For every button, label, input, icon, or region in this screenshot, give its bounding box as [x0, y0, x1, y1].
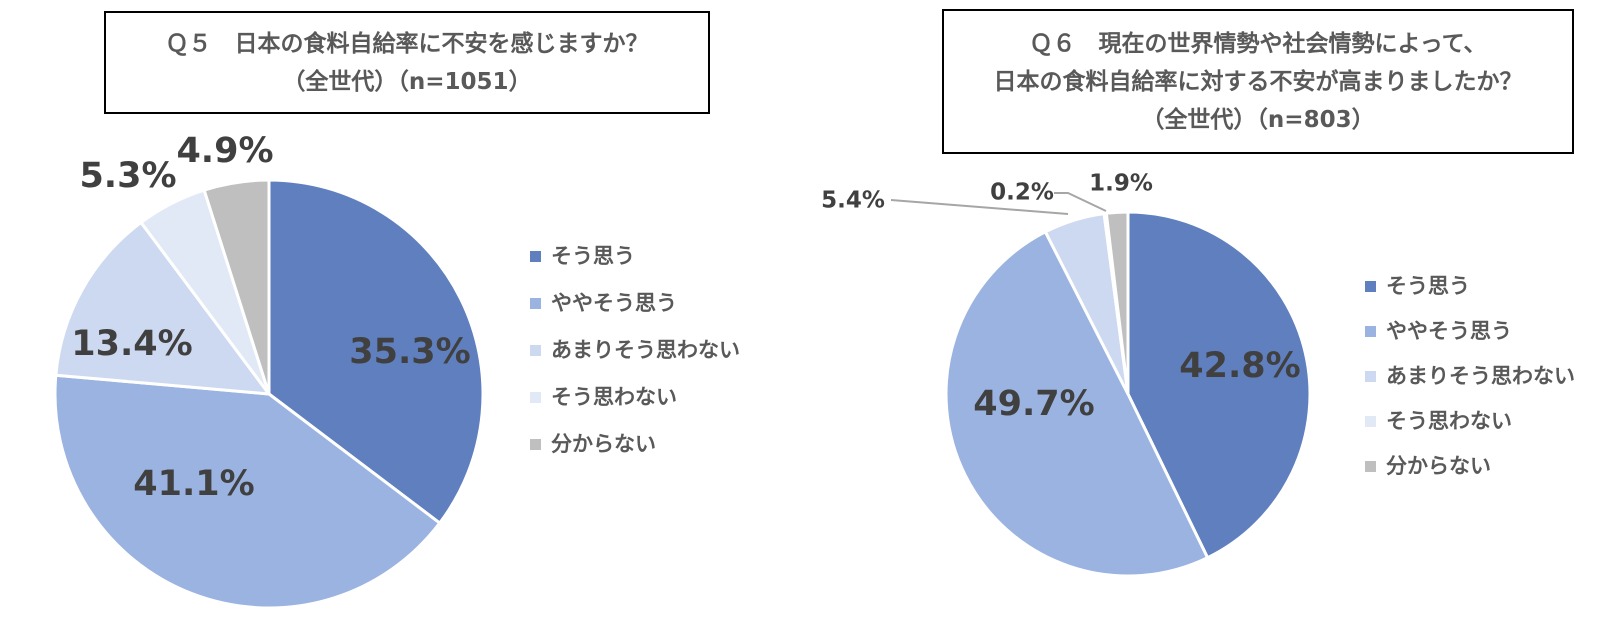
q6-data-label-5: 1.9% — [1089, 171, 1153, 197]
q5-title-box: Ｑ５ 日本の食料自給率に不安を感じますか？ （全世代）（n=1051） — [104, 11, 710, 114]
q6-legend-label-3: あまりそう思わない — [1386, 364, 1575, 388]
q5-legend-swatch-4 — [530, 392, 541, 403]
q6-title-line-1: Ｑ６ 現在の世界情勢や社会情勢によって、 — [1029, 30, 1487, 57]
q6-title-line-2: 日本の食料自給率に対する不安が高まりましたか？ — [993, 68, 1523, 95]
q5-pie-slice-5 — [202, 178, 271, 396]
q5-pie-slice-3 — [54, 220, 271, 396]
q6-legend-label-4: そう思わない — [1386, 409, 1512, 433]
q5-data-label-3: 13.4% — [71, 324, 192, 364]
q5-legend-swatch-1 — [530, 251, 541, 262]
q6-pie-slice-2 — [944, 230, 1210, 578]
q6-pie-slice-5 — [1104, 210, 1130, 396]
q5-pie-slice-1 — [267, 178, 485, 525]
q6-data-label-4: 0.2% — [990, 180, 1054, 206]
q5-data-label-5: 4.9% — [176, 131, 273, 171]
q5-title-line-1: Ｑ５ 日本の食料自給率に不安を感じますか？ — [165, 30, 649, 57]
q6-legend-swatch-1 — [1365, 281, 1376, 292]
q6-data-label-3: 5.4% — [821, 188, 885, 214]
q5-legend-label-5: 分からない — [551, 432, 656, 456]
q6-pie-slice-1 — [1126, 210, 1312, 560]
q5-legend-swatch-2 — [530, 298, 541, 309]
q5-data-label-1: 35.3% — [349, 332, 470, 372]
q5-data-label-4: 5.3% — [79, 156, 176, 196]
q5-data-label-2: 41.1% — [133, 464, 254, 504]
q6-legend-label-5: 分からない — [1386, 454, 1491, 478]
q6-legend-swatch-2 — [1365, 326, 1376, 337]
q5-pie-slice-2 — [53, 373, 442, 610]
q6-legend-swatch-3 — [1365, 371, 1376, 382]
q6-legend-label-2: ややそう思う — [1386, 319, 1512, 343]
q5-legend-swatch-3 — [530, 345, 541, 356]
q5-legend-label-3: あまりそう思わない — [551, 338, 740, 362]
q5-title-line-2: （全世代）（n=1051） — [282, 68, 532, 95]
q6-leader-line-3 — [890, 199, 1069, 215]
q6-title-box: Ｑ６ 現在の世界情勢や社会情勢によって、 日本の食料自給率に対する不安が高まりま… — [942, 9, 1574, 154]
q5-legend-label-2: ややそう思う — [551, 291, 677, 315]
q6-leader-line-4 — [1054, 192, 1107, 212]
q6-legend-label-1: そう思う — [1386, 274, 1470, 298]
q5-legend-label-4: そう思わない — [551, 385, 677, 409]
q5-legend-label-1: そう思う — [551, 244, 635, 268]
q6-legend-swatch-4 — [1365, 416, 1376, 427]
q6-data-label-1: 42.8% — [1179, 346, 1300, 386]
q6-data-label-2: 49.7% — [973, 384, 1094, 424]
q6-title-line-3: （全世代）（n=803） — [1141, 106, 1375, 133]
q6-legend-swatch-5 — [1365, 461, 1376, 472]
q5-legend-swatch-5 — [530, 439, 541, 450]
